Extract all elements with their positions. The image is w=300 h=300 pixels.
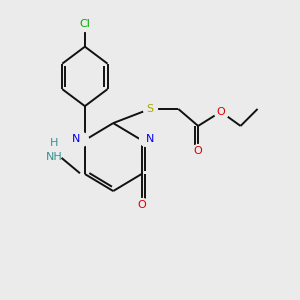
- Text: O: O: [216, 107, 225, 117]
- Text: S: S: [146, 104, 154, 114]
- Text: O: O: [194, 146, 203, 156]
- Text: N: N: [72, 134, 81, 144]
- Text: H: H: [50, 138, 58, 148]
- Text: Cl: Cl: [80, 19, 90, 29]
- Text: NH: NH: [45, 152, 62, 162]
- Text: N: N: [146, 134, 154, 144]
- Text: O: O: [137, 200, 146, 210]
